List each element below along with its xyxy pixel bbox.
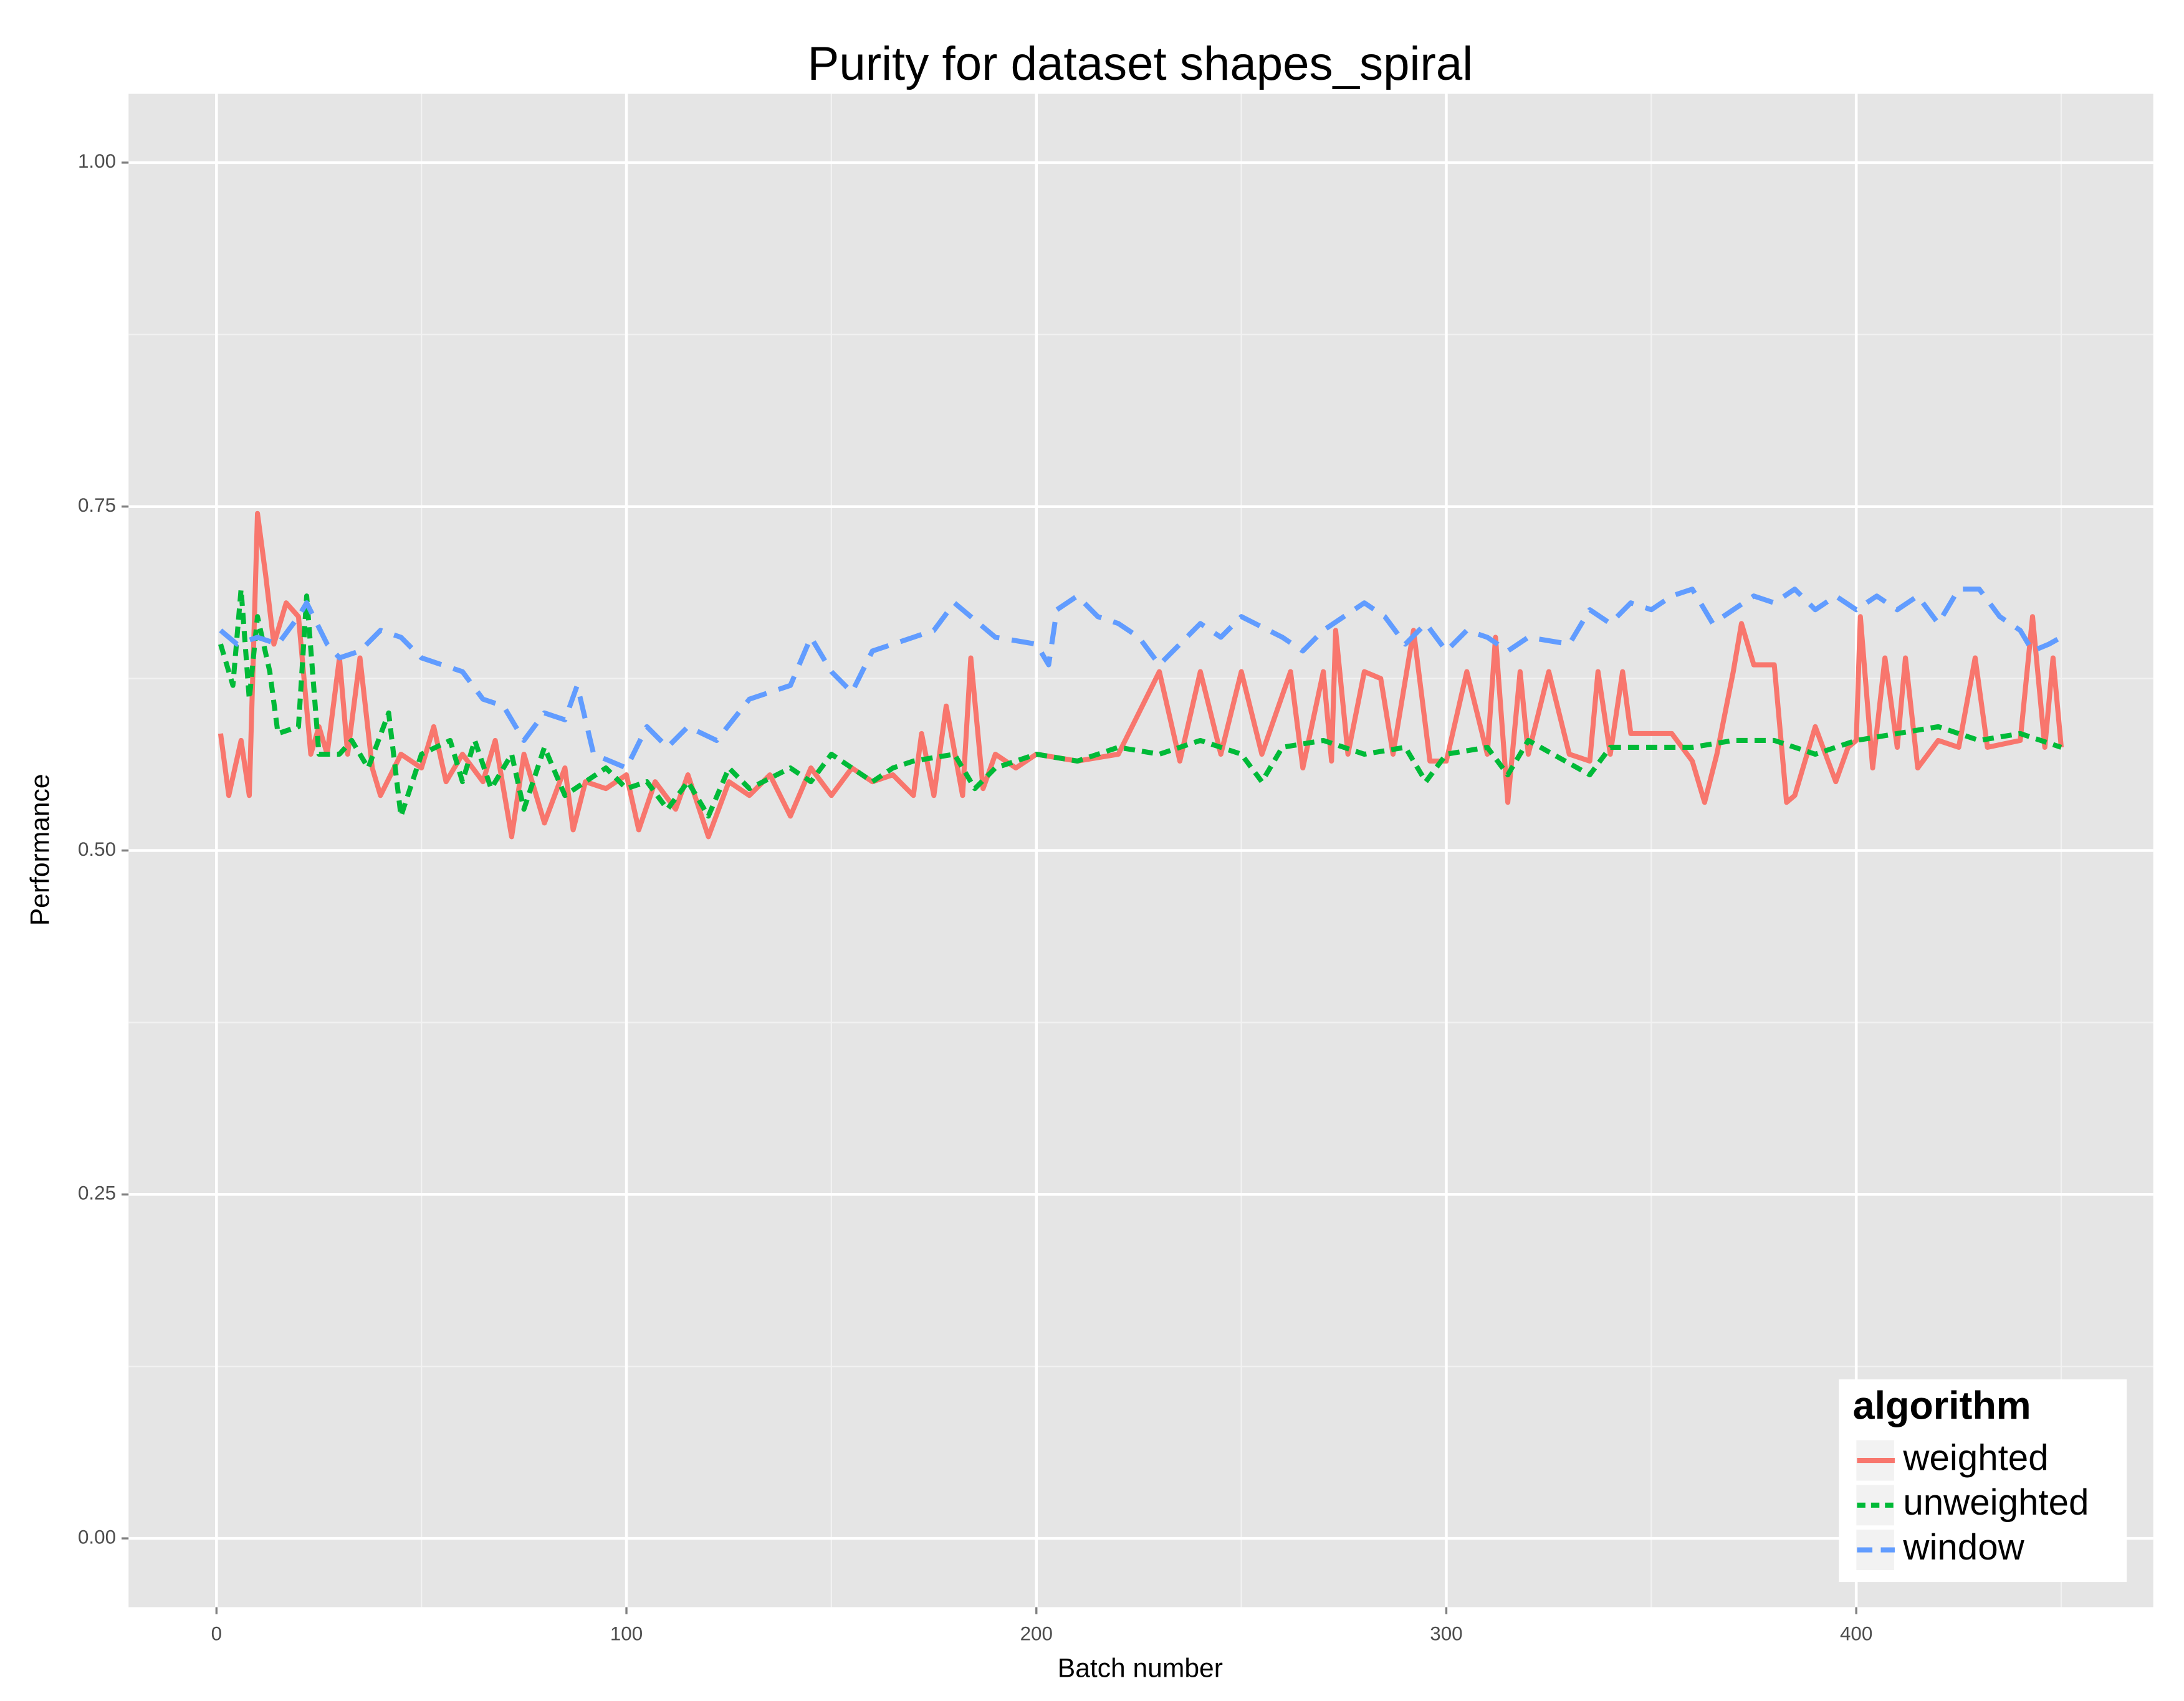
y-tick-label: 0.00 (78, 1526, 116, 1548)
series-line (218, 510, 2064, 840)
x-tick-label: 100 (610, 1623, 643, 1645)
legend-label: unweighted (1903, 1482, 2089, 1523)
chart-title: Purity for dataset shapes_spiral (808, 37, 1473, 90)
legend-label: weighted (1902, 1437, 2048, 1478)
x-tick-label: 0 (211, 1623, 222, 1645)
y-tick-label: 0.75 (78, 494, 116, 516)
lines (218, 510, 2064, 840)
y-tick-label: 0.25 (78, 1182, 116, 1204)
legend-title: algorithm (1853, 1384, 2031, 1428)
x-tick-label: 400 (1840, 1623, 1872, 1645)
y-tick-label: 1.00 (78, 150, 116, 172)
x-tick-label: 300 (1430, 1623, 1462, 1645)
y-tick-label: 0.50 (78, 838, 116, 860)
x-axis-label: Batch number (1058, 1654, 1223, 1684)
legend-label: window (1902, 1527, 2024, 1568)
series-line (219, 587, 2062, 771)
series-line (218, 587, 2062, 819)
grid (128, 93, 2153, 1608)
y-axis-label: Performance (26, 774, 55, 926)
x-tick-label: 200 (1020, 1623, 1053, 1645)
